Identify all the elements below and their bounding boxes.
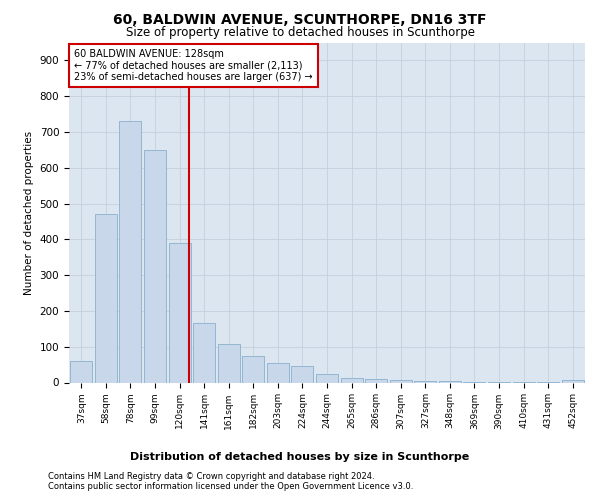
Bar [414,380,436,382]
Bar [316,374,338,382]
Bar [218,344,240,383]
Text: Contains public sector information licensed under the Open Government Licence v3: Contains public sector information licen… [48,482,413,491]
Bar [169,243,191,382]
Bar [292,366,313,382]
Bar [70,361,92,382]
Bar [193,324,215,382]
Bar [95,214,117,382]
Bar [267,363,289,382]
Bar [389,380,412,382]
Text: Size of property relative to detached houses in Scunthorpe: Size of property relative to detached ho… [125,26,475,39]
Bar [119,121,142,382]
Bar [341,378,362,382]
Bar [439,381,461,382]
Text: Distribution of detached houses by size in Scunthorpe: Distribution of detached houses by size … [130,452,470,462]
Bar [562,380,584,382]
Text: Contains HM Land Registry data © Crown copyright and database right 2024.: Contains HM Land Registry data © Crown c… [48,472,374,481]
Text: 60, BALDWIN AVENUE, SCUNTHORPE, DN16 3TF: 60, BALDWIN AVENUE, SCUNTHORPE, DN16 3TF [113,12,487,26]
Bar [365,379,387,382]
Text: 60 BALDWIN AVENUE: 128sqm
← 77% of detached houses are smaller (2,113)
23% of se: 60 BALDWIN AVENUE: 128sqm ← 77% of detac… [74,50,313,82]
Bar [144,150,166,382]
Bar [242,356,265,382]
Y-axis label: Number of detached properties: Number of detached properties [24,130,34,294]
